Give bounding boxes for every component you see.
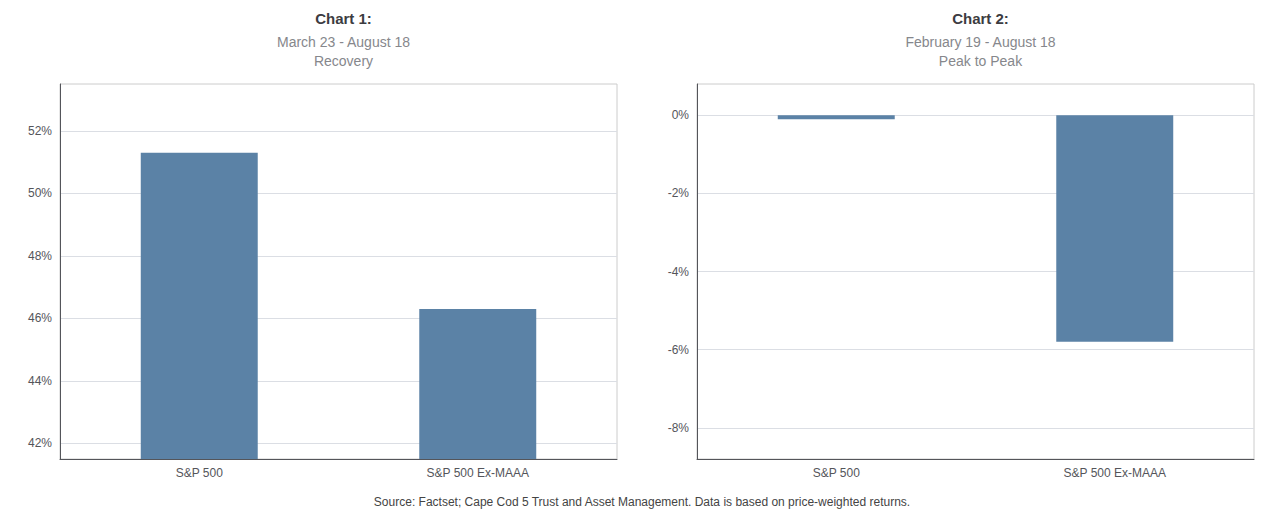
svg-text:Recovery: Recovery: [314, 53, 373, 69]
svg-text:S&P 500 Ex-MAAA: S&P 500 Ex-MAAA: [427, 466, 530, 480]
svg-text:March 23 - August 18: March 23 - August 18: [277, 34, 410, 50]
svg-text:0%: 0%: [672, 108, 690, 122]
svg-text:S&P 500: S&P 500: [176, 466, 223, 480]
svg-text:S&P 500 Ex-MAAA: S&P 500 Ex-MAAA: [1064, 466, 1167, 480]
svg-text:Chart 1:: Chart 1:: [315, 10, 372, 27]
svg-text:Peak to Peak: Peak to Peak: [939, 53, 1023, 69]
svg-text:52%: 52%: [28, 124, 52, 138]
svg-text:46%: 46%: [28, 311, 52, 325]
svg-text:-8%: -8%: [668, 421, 690, 435]
svg-text:48%: 48%: [28, 249, 52, 263]
svg-text:50%: 50%: [28, 186, 52, 200]
svg-text:-4%: -4%: [668, 265, 690, 279]
svg-text:February 19 - August 18: February 19 - August 18: [905, 34, 1055, 50]
svg-text:44%: 44%: [28, 374, 52, 388]
svg-text:Chart 2:: Chart 2:: [952, 10, 1009, 27]
svg-text:-6%: -6%: [668, 343, 690, 357]
svg-text:Source: Factset; Cape Cod 5 Tr: Source: Factset; Cape Cod 5 Trust and As…: [374, 495, 910, 509]
svg-text:S&P 500: S&P 500: [813, 466, 860, 480]
svg-text:42%: 42%: [28, 436, 52, 450]
svg-text:-2%: -2%: [668, 186, 690, 200]
